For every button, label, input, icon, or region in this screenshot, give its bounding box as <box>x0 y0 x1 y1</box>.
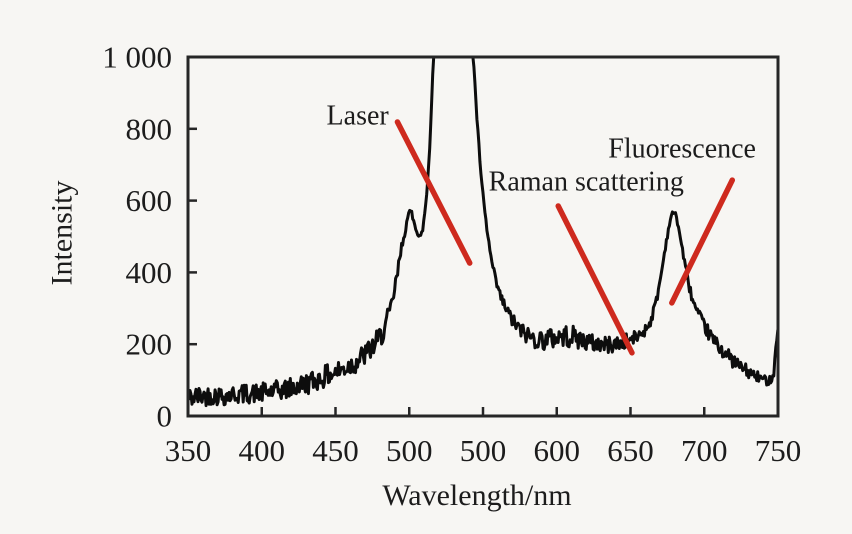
annotation-raman-line <box>555 203 635 356</box>
y-tick-label: 200 <box>126 327 173 362</box>
y-tick-label: 1 000 <box>102 40 172 75</box>
x-tick-label: 600 <box>534 433 581 468</box>
y-tick-label: 600 <box>126 183 173 218</box>
x-tick-label: 650 <box>607 433 654 468</box>
x-tick-label: 400 <box>239 433 286 468</box>
annotation-laser-label: Laser <box>327 100 390 131</box>
x-tick-label: 350 <box>165 433 212 468</box>
x-tick-label: 700 <box>681 433 728 468</box>
y-tick-label: 0 <box>157 399 173 434</box>
axes-ticks: 350 400 450 500 500 600 650 700 750 0 200 400 600 800… <box>102 40 801 469</box>
y-axis-title: Intensity <box>46 181 79 286</box>
annotation-fluorescence-label: Fluorescence <box>608 133 756 164</box>
y-tick-label: 400 <box>126 255 173 290</box>
plot-frame <box>186 55 780 418</box>
x-tick-label: 500 <box>460 433 507 468</box>
x-tick-label: 500 <box>386 433 433 468</box>
spectrum-curve <box>188 57 778 408</box>
x-axis-title: Wavelength/nm <box>382 479 571 512</box>
y-tick-label: 800 <box>126 111 173 146</box>
annotation-laser-line <box>394 119 473 266</box>
annotation-fluorescence-line <box>669 177 736 306</box>
annotation-raman-label: Raman scattering <box>489 166 684 197</box>
x-tick-label: 450 <box>312 433 359 468</box>
x-tick-label: 750 <box>755 433 802 468</box>
